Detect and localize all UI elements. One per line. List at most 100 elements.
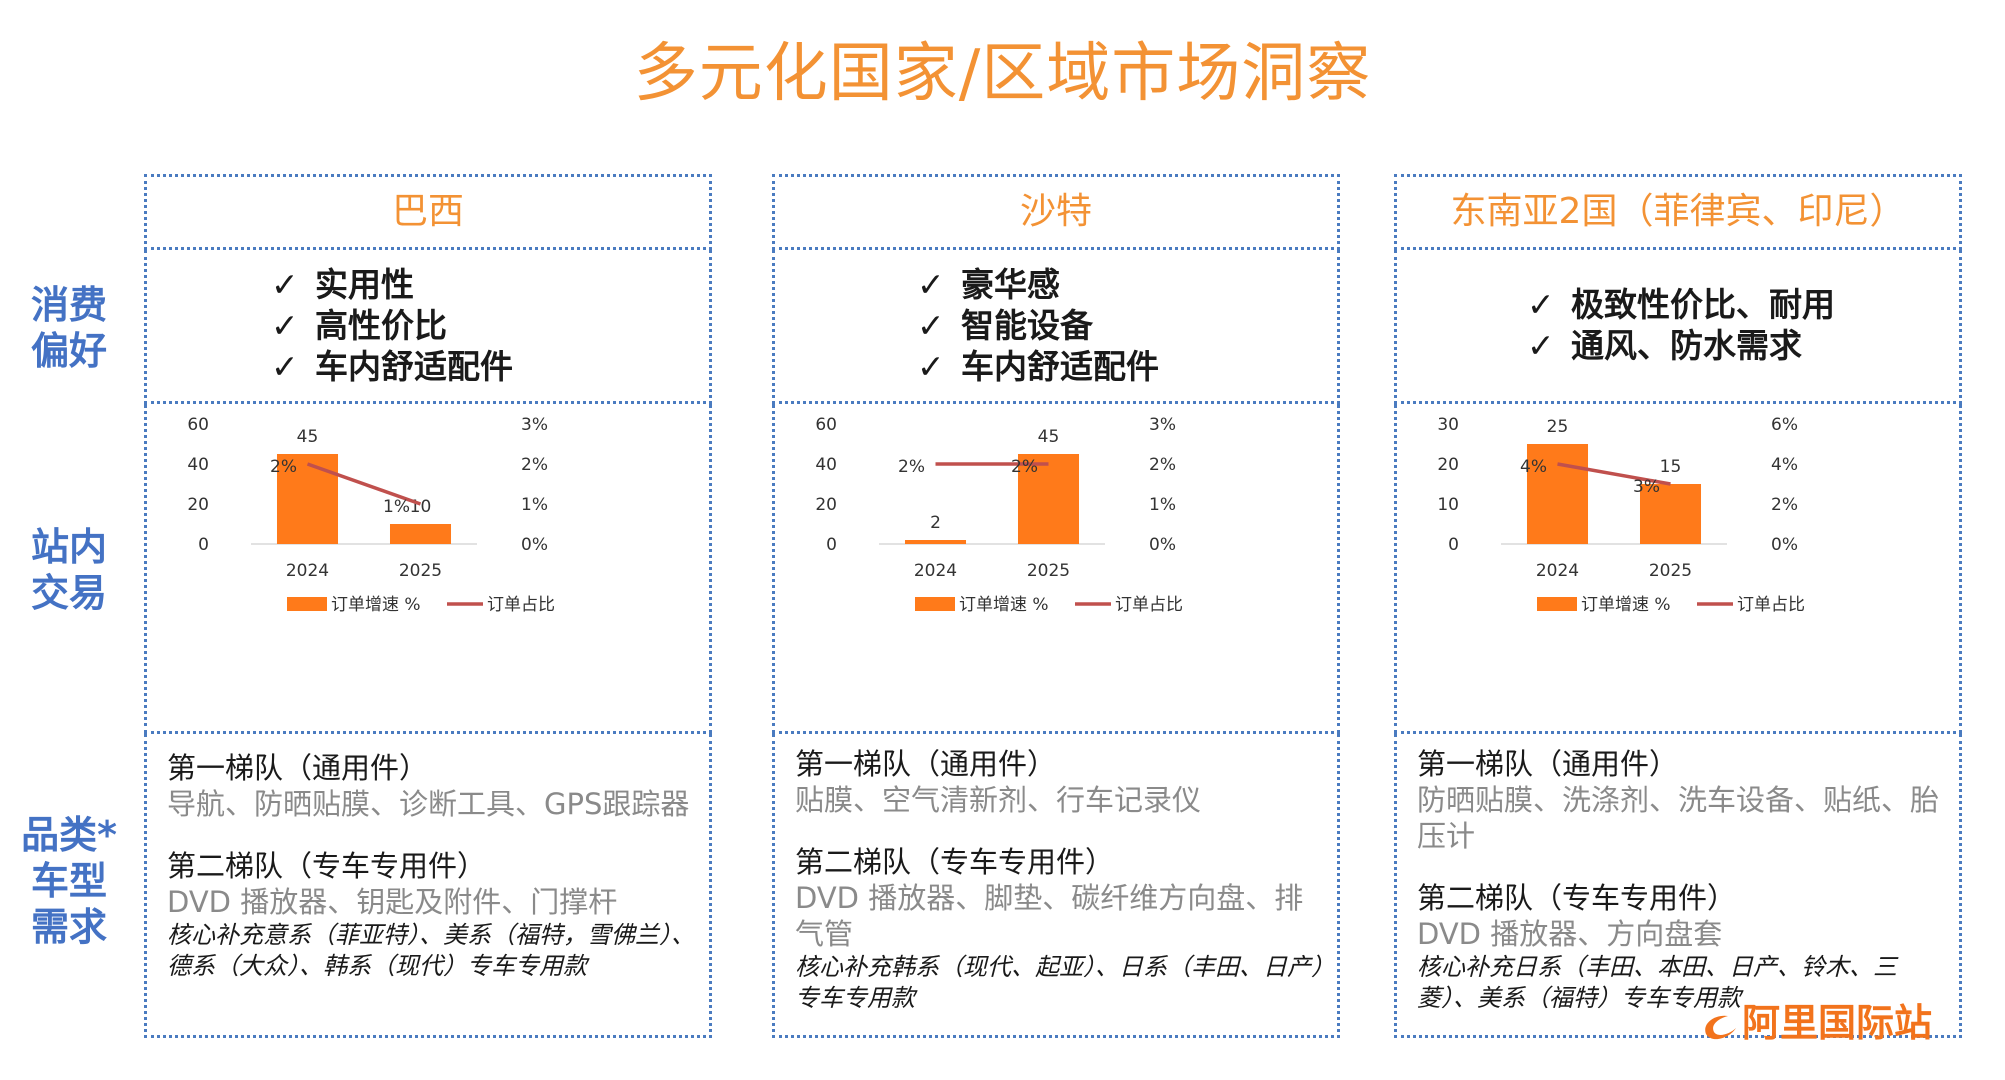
- preference-list: ✓ 极致性价比、耐用 ✓ 通风、防水需求: [1527, 284, 1835, 366]
- right-tick-label: 2%: [521, 455, 548, 475]
- right-tick-label: 0%: [1149, 535, 1176, 555]
- region-name: 巴西: [391, 191, 464, 232]
- alibaba-logo-icon: [1705, 1015, 1736, 1039]
- x-tick-label: 2025: [399, 561, 442, 581]
- category-panel: 第一梯队（通用件） 防晒贴膜、洗涤剂、洗车设备、贴纸、胎压计 第二梯队（专车专用…: [1394, 734, 1962, 1038]
- preference-text: 车内舒适配件: [315, 347, 513, 386]
- line-value-label: 2%: [1011, 457, 1038, 477]
- preference-text: 智能设备: [961, 306, 1093, 345]
- trading-chart-panel: 0 20 40 60 0% 1% 2% 3% 45 10 2% 1% 2024 2025 订单增速 % 订单占…: [144, 404, 712, 734]
- preference-text: 车内舒适配件: [961, 347, 1159, 386]
- right-tick-label: 0%: [1771, 535, 1798, 555]
- preference-text: 豪华感: [961, 265, 1060, 304]
- category-panel: 第一梯队（通用件） 贴膜、空气清新剂、行车记录仪 第二梯队（专车专用件） DVD…: [772, 734, 1340, 1038]
- legend-bar-swatch: [287, 597, 327, 611]
- left-tick-label: 30: [1437, 415, 1459, 435]
- right-tick-label: 2%: [1771, 495, 1798, 515]
- preference-item: ✓ 车内舒适配件: [271, 346, 513, 387]
- right-tick-label: 4%: [1771, 455, 1798, 475]
- line-value-label: 4%: [1520, 457, 1547, 477]
- x-tick-label: 2025: [1027, 561, 1070, 581]
- legend-bar-swatch: [915, 597, 955, 611]
- row-label-line: 交易: [30, 571, 107, 615]
- tier2-note: 核心补充韩系（现代、起亚）、日系（丰田、日产）专车专用款: [795, 953, 1323, 1012]
- region-name: 沙特: [1019, 191, 1092, 232]
- region-header: 沙特: [772, 174, 1340, 250]
- bar-value-label: 2: [930, 513, 941, 533]
- left-tick-label: 60: [815, 415, 837, 435]
- preference-item: ✓ 高性价比: [271, 305, 513, 346]
- preference-item: ✓ 极致性价比、耐用: [1527, 284, 1835, 325]
- check-icon: ✓: [1527, 326, 1555, 365]
- check-icon: ✓: [271, 265, 299, 304]
- legend-bar-label: 订单增速 %: [959, 595, 1049, 615]
- bar: [276, 454, 339, 544]
- preference-list: ✓ 实用性 ✓ 高性价比 ✓ 车内舒适配件: [271, 264, 513, 387]
- preference-item: ✓ 车内舒适配件: [917, 346, 1159, 387]
- preference-text: 通风、防水需求: [1571, 326, 1802, 365]
- bar-value-label: 45: [1038, 427, 1060, 447]
- left-tick-label: 0: [1448, 535, 1459, 555]
- legend-line-label: 订单占比: [1737, 595, 1805, 615]
- row-label-line: 需求: [30, 905, 107, 949]
- line-series: [306, 462, 422, 506]
- tier2-items: DVD 播放器、脚垫、碳纤维方向盘、排气管: [795, 881, 1304, 951]
- tier2-note: 核心补充日系（丰田、本田、日产、铃木、三菱）、美系（福特）专车专用款: [1417, 953, 1897, 1012]
- bar: [389, 524, 452, 544]
- preference-item: ✓ 实用性: [271, 264, 513, 305]
- right-tick-label: 2%: [1149, 455, 1176, 475]
- bar-value-label: 15: [1660, 457, 1682, 477]
- logo-text: 阿里国际站: [1742, 1001, 1933, 1045]
- left-tick-label: 20: [815, 495, 837, 515]
- preference-text: 高性价比: [315, 306, 447, 345]
- left-tick-label: 0: [198, 535, 209, 555]
- tier1-title: 第一梯队（通用件）: [1417, 747, 1679, 781]
- preference-list: ✓ 豪华感 ✓ 智能设备 ✓ 车内舒适配件: [917, 264, 1159, 387]
- row-label-line: 偏好: [30, 329, 107, 373]
- preference-item: ✓ 通风、防水需求: [1527, 325, 1835, 366]
- right-tick-label: 1%: [1149, 495, 1176, 515]
- row-label-line: 车型: [30, 859, 107, 903]
- check-icon: ✓: [271, 347, 299, 386]
- preference-panel: ✓ 豪华感 ✓ 智能设备 ✓ 车内舒适配件: [772, 250, 1340, 404]
- legend-bar-label: 订单增速 %: [331, 595, 421, 615]
- check-icon: ✓: [917, 306, 945, 345]
- page-title: 多元化国家/区域市场洞察: [633, 37, 1372, 111]
- right-tick-label: 6%: [1771, 415, 1798, 435]
- x-tick-label: 2024: [286, 561, 329, 581]
- left-tick-label: 40: [187, 455, 209, 475]
- right-tick-label: 3%: [1149, 415, 1176, 435]
- right-tick-label: 0%: [521, 535, 548, 555]
- category-panel: 第一梯队（通用件） 导航、防晒贴膜、诊断工具、GPS跟踪器 第二梯队（专车专用件…: [144, 734, 712, 1038]
- tier1-items: 导航、防晒贴膜、诊断工具、GPS跟踪器: [167, 787, 690, 821]
- left-tick-label: 60: [187, 415, 209, 435]
- row-label-trading: 站内 交易: [14, 524, 124, 616]
- tier2-title: 第二梯队（专车专用件）: [1417, 881, 1737, 915]
- left-tick-label: 10: [1437, 495, 1459, 515]
- preference-text: 实用性: [315, 265, 414, 304]
- region-header: 巴西: [144, 174, 712, 250]
- tier1-items: 贴膜、空气清新剂、行车记录仪: [795, 783, 1202, 817]
- bar: [904, 540, 967, 544]
- row-label-line: 消费: [30, 283, 107, 327]
- check-icon: ✓: [917, 347, 945, 386]
- region-header: 东南亚2国（菲律宾、印尼）: [1394, 174, 1962, 250]
- tier2-title: 第二梯队（专车专用件）: [795, 845, 1115, 879]
- x-tick-label: 2024: [914, 561, 957, 581]
- region-column-brazil: 巴西 ✓ 实用性 ✓ 高性价比 ✓ 车内舒适配件 0 20 40 60 0% 1% 2% 3% 45 1…: [144, 174, 712, 1038]
- region-column-saudi: 沙特 ✓ 豪华感 ✓ 智能设备 ✓ 车内舒适配件 0 20 40 60 0% 1% 2% 3% 2 45…: [772, 174, 1340, 1038]
- legend-line-label: 订单占比: [1115, 595, 1183, 615]
- preference-panel: ✓ 极致性价比、耐用 ✓ 通风、防水需求: [1394, 250, 1962, 404]
- row-label-preference: 消费 偏好: [14, 282, 124, 374]
- tier1-title: 第一梯队（通用件）: [167, 751, 429, 785]
- alibaba-logo: 阿里国际站: [1700, 992, 1932, 1045]
- tier2-title: 第二梯队（专车专用件）: [167, 849, 487, 883]
- check-icon: ✓: [917, 265, 945, 304]
- line-series: [1557, 462, 1671, 486]
- left-tick-label: 0: [826, 535, 837, 555]
- tier2-items: DVD 播放器、钥匙及附件、门撑杆: [167, 885, 618, 919]
- right-tick-label: 3%: [521, 415, 548, 435]
- right-tick-label: 1%: [521, 495, 548, 515]
